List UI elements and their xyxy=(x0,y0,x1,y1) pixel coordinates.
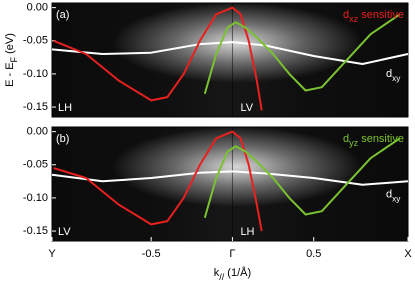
polarization-label: LV xyxy=(240,102,253,114)
curve xyxy=(51,170,409,186)
orbital-label-sub: xz xyxy=(349,14,359,24)
panel-label: (a) xyxy=(56,9,69,21)
y-axis-label: E - EF (eV) xyxy=(4,33,19,87)
y-tick-label: 0.00 xyxy=(27,126,48,138)
y-axis-label-sub: F xyxy=(9,56,19,62)
x-axis-label: k// (1/Å) xyxy=(214,266,251,282)
polarization-label: LH xyxy=(58,102,72,114)
orbital-label-main: d xyxy=(343,9,349,21)
line-label-sub: xy xyxy=(392,194,401,203)
curve xyxy=(53,6,263,111)
curve xyxy=(53,130,263,232)
orbital-label-sub: yz xyxy=(349,138,359,148)
y-tick-label: -0.15 xyxy=(23,225,48,237)
x-tick-label: Γ xyxy=(229,248,235,260)
y-axis-label-rest: (eV) xyxy=(4,33,16,57)
orbital-label: dyz sensitive xyxy=(343,133,404,148)
line-label-sub: xy xyxy=(392,74,401,83)
x-axis-label-sub: // xyxy=(219,272,225,282)
line-label-main: d xyxy=(386,68,392,80)
y-tick-label: -0.10 xyxy=(23,68,48,80)
y-tick-label: -0.05 xyxy=(23,35,48,47)
y-tick-label: -0.15 xyxy=(23,101,48,113)
panel-label: (b) xyxy=(56,133,69,145)
orbital-label-rest: sensitive xyxy=(358,133,404,145)
line-label-main: d xyxy=(386,189,392,201)
y-tick-label: 0.00 xyxy=(27,2,48,14)
y-tick-label: -0.05 xyxy=(23,159,48,171)
spectrum-glow xyxy=(52,3,408,117)
x-axis-label-main: k xyxy=(214,267,220,279)
orbital-label-main: d xyxy=(343,133,349,145)
y-axis-label-main: E - E xyxy=(4,62,16,86)
x-axis-label-rest: (1/Å) xyxy=(224,266,251,279)
orbital-label-rest: sensitive xyxy=(358,9,404,21)
x-tick-label: X xyxy=(404,248,412,260)
y-tick-label: -0.10 xyxy=(23,192,48,204)
curve xyxy=(203,137,401,219)
x-tick-label: -0.5 xyxy=(142,248,161,260)
x-tick-label: 0.5 xyxy=(306,248,321,260)
polarization-label: LH xyxy=(240,226,254,238)
panel-frame xyxy=(51,2,409,118)
line-label: dxy xyxy=(386,68,401,83)
line-label: dxy xyxy=(386,189,401,204)
spectrum-glow xyxy=(52,127,408,241)
polarization-label: LV xyxy=(58,226,71,238)
panel-frame xyxy=(51,126,409,242)
curve xyxy=(203,13,401,95)
x-tick-label: Y xyxy=(48,248,56,260)
orbital-label: dxz sensitive xyxy=(343,9,404,24)
